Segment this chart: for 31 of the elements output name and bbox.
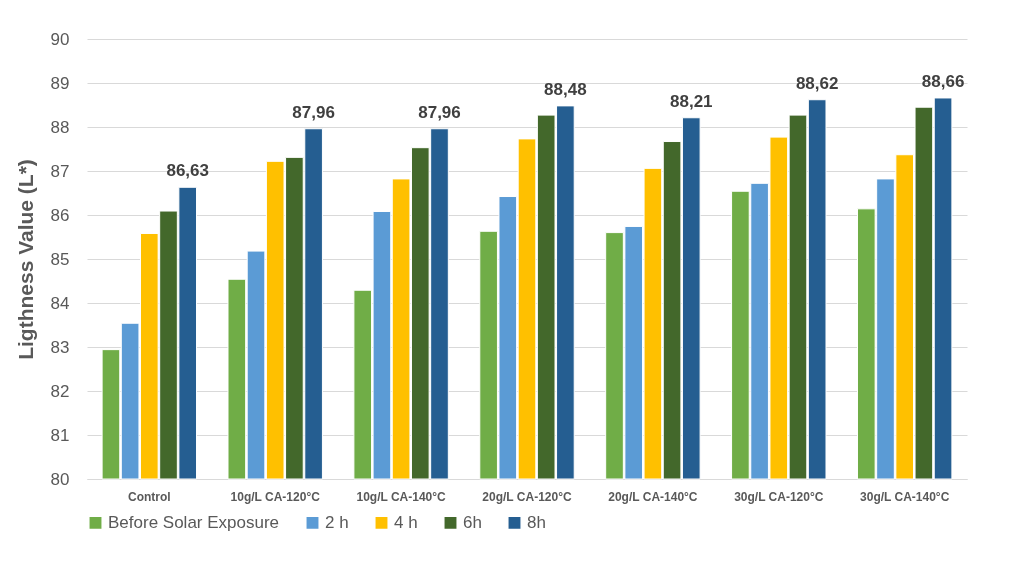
data-label: 87,96	[418, 102, 461, 122]
data-label: 88,48	[544, 79, 587, 99]
y-axis-title: Ligthness Value (L*)	[13, 159, 37, 360]
legend-label: Before Solar Exposure	[108, 512, 280, 532]
y-tick-label: 84	[50, 293, 70, 313]
y-tick-label: 88	[50, 117, 70, 137]
x-tick-label: 20g/L CA-140°C	[608, 489, 698, 504]
data-label: 88,21	[670, 91, 713, 111]
y-tick-label: 85	[50, 249, 70, 269]
data-label: 88,66	[921, 71, 965, 91]
data-label: 87,96	[292, 102, 335, 122]
y-tick-label: 90	[50, 29, 70, 49]
x-tick-label: 20g/L CA-120°C	[482, 489, 572, 504]
x-tick-label: 30g/L CA-120°C	[734, 489, 824, 504]
legend-label: 6h	[463, 512, 482, 532]
y-tick-label: 80	[50, 469, 70, 489]
y-tick-label: 86	[50, 205, 70, 225]
x-tick-label: 30g/L CA-140°C	[860, 489, 950, 504]
legend-label: 8h	[527, 512, 546, 532]
y-tick-label: 82	[50, 381, 70, 401]
data-label: 86,63	[166, 161, 209, 181]
legend-label: 4 h	[394, 512, 418, 532]
y-tick-label: 87	[50, 161, 70, 181]
y-tick-label: 81	[50, 425, 70, 445]
x-tick-label: Control	[127, 489, 171, 504]
legend-label: 2 h	[325, 512, 349, 532]
data-label: 88,62	[795, 73, 839, 93]
x-tick-label: 10g/L CA-140°C	[356, 489, 447, 504]
y-tick-label: 83	[50, 337, 70, 357]
x-tick-label: 10g/L CA-120°C	[230, 489, 321, 504]
y-tick-label: 89	[50, 73, 70, 93]
